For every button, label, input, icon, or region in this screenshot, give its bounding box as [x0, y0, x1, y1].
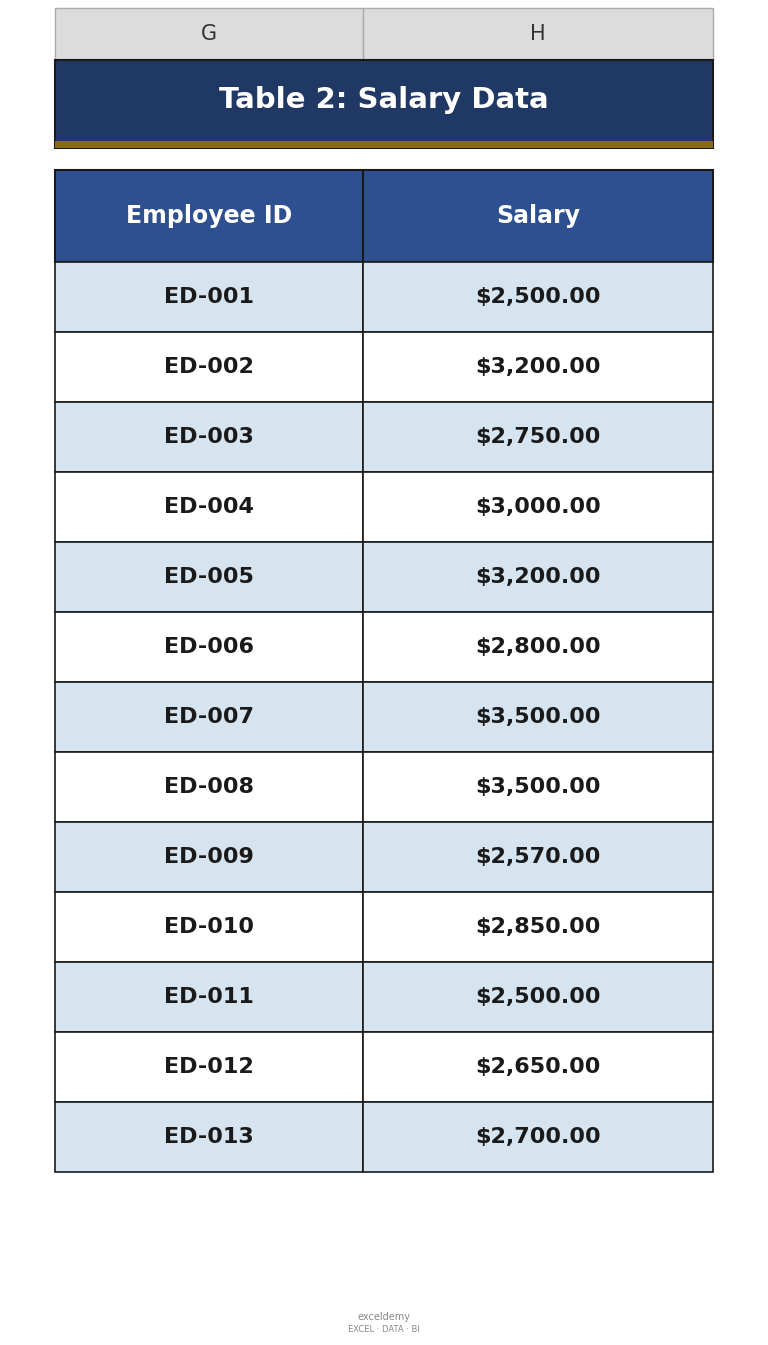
Bar	[363, 612, 713, 682]
Text: G: G	[201, 24, 217, 44]
Text: $3,000.00: $3,000.00	[475, 498, 601, 516]
Bar	[55, 752, 363, 822]
Bar	[363, 1032, 713, 1102]
Text: ED-013: ED-013	[164, 1127, 254, 1147]
Text: $3,200.00: $3,200.00	[475, 356, 601, 377]
Bar	[55, 1102, 363, 1171]
Text: H: H	[530, 24, 546, 44]
Bar	[363, 962, 713, 1032]
Bar	[363, 8, 713, 61]
Text: exceldemy: exceldemy	[357, 1311, 411, 1322]
Text: $2,500.00: $2,500.00	[475, 286, 601, 307]
Bar	[363, 822, 713, 892]
Text: $2,750.00: $2,750.00	[475, 426, 601, 447]
Text: ED-006: ED-006	[164, 638, 254, 656]
Bar	[55, 141, 713, 148]
Text: $3,200.00: $3,200.00	[475, 568, 601, 586]
Bar	[55, 402, 363, 472]
Text: $2,700.00: $2,700.00	[475, 1127, 601, 1147]
Text: ED-002: ED-002	[164, 356, 254, 377]
Text: ED-009: ED-009	[164, 847, 254, 868]
Bar	[55, 8, 363, 61]
Bar	[363, 472, 713, 542]
Text: ED-008: ED-008	[164, 777, 254, 798]
Bar	[55, 472, 363, 542]
Bar	[363, 402, 713, 472]
Text: EXCEL · DATA · BI: EXCEL · DATA · BI	[348, 1325, 420, 1333]
Bar	[363, 682, 713, 752]
Text: ED-003: ED-003	[164, 426, 254, 447]
Text: $2,570.00: $2,570.00	[475, 847, 601, 868]
Bar	[55, 332, 363, 402]
Bar	[363, 332, 713, 402]
Text: $2,500.00: $2,500.00	[475, 987, 601, 1007]
Bar	[363, 542, 713, 612]
Bar	[55, 682, 363, 752]
Text: $2,650.00: $2,650.00	[475, 1057, 601, 1077]
Text: $3,500.00: $3,500.00	[475, 777, 601, 798]
Bar	[55, 612, 363, 682]
Bar	[55, 892, 363, 962]
Bar	[363, 892, 713, 962]
Text: Table 2: Salary Data: Table 2: Salary Data	[219, 86, 549, 114]
Text: ED-012: ED-012	[164, 1057, 254, 1077]
Bar	[363, 1102, 713, 1171]
Text: ED-005: ED-005	[164, 568, 254, 586]
Text: ED-007: ED-007	[164, 707, 254, 728]
Text: $2,850.00: $2,850.00	[475, 917, 601, 937]
Text: Salary: Salary	[496, 204, 580, 229]
Bar	[55, 962, 363, 1032]
Bar	[55, 169, 363, 262]
Bar	[55, 1032, 363, 1102]
Text: Employee ID: Employee ID	[126, 204, 292, 229]
Bar	[55, 61, 713, 148]
Bar	[55, 542, 363, 612]
Bar	[55, 262, 363, 332]
Bar	[363, 752, 713, 822]
Text: ED-001: ED-001	[164, 286, 254, 307]
Text: $3,500.00: $3,500.00	[475, 707, 601, 728]
Text: ED-011: ED-011	[164, 987, 254, 1007]
Bar	[363, 262, 713, 332]
Bar	[363, 169, 713, 262]
Bar	[55, 822, 363, 892]
Text: $2,800.00: $2,800.00	[475, 638, 601, 656]
Text: ED-004: ED-004	[164, 498, 254, 516]
Text: ED-010: ED-010	[164, 917, 254, 937]
